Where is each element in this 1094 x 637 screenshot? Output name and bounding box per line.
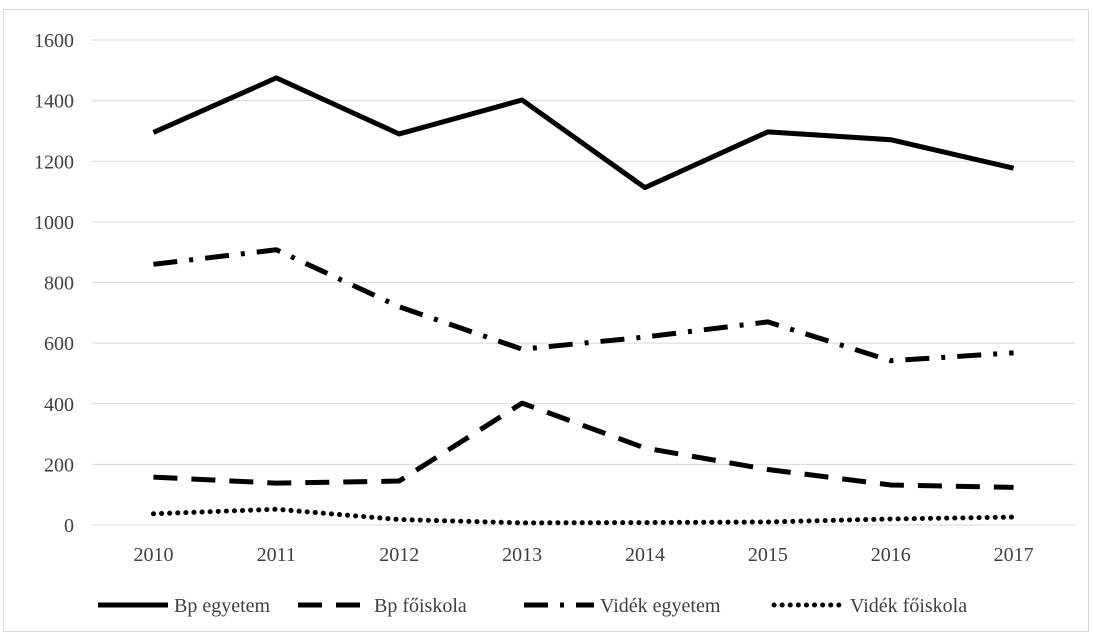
legend: Bp egyetem Bp főiskola Vidék egyetem Vidék … — [98, 595, 967, 617]
series-lines — [150, 75, 1017, 526]
x-axis-tick-labels: 2010 2011 2012 2013 2014 2015 2016 2017 — [133, 544, 1033, 566]
chart-frame — [3, 9, 1089, 632]
y-tick-label: 1400 — [34, 91, 74, 113]
y-tick-label: 1000 — [34, 212, 74, 234]
y-tick-label: 0 — [64, 515, 74, 537]
y-tick-label: 1200 — [34, 151, 74, 173]
x-tick-label: 2017 — [994, 544, 1034, 566]
x-tick-label: 2012 — [379, 544, 419, 566]
legend-label: Vidék főiskola — [850, 595, 967, 617]
series-line-0 — [152, 75, 1015, 191]
x-tick-label: 2010 — [133, 544, 173, 566]
series-line-3 — [150, 506, 1017, 526]
y-axis-tick-labels: 0 200 400 600 800 1000 1200 1400 1600 — [34, 30, 74, 537]
legend-label: Bp egyetem — [174, 595, 271, 617]
y-tick-label: 400 — [44, 394, 74, 416]
y-tick-label: 1600 — [34, 30, 74, 52]
legend-label: Bp főiskola — [374, 595, 467, 617]
y-tick-label: 600 — [44, 333, 74, 355]
y-tick-label: 800 — [44, 273, 74, 295]
x-tick-label: 2013 — [502, 544, 542, 566]
x-tick-label: 2014 — [625, 544, 665, 566]
legend-label: Vidék egyetem — [600, 595, 721, 617]
x-tick-label: 2015 — [748, 544, 788, 566]
y-tick-label: 200 — [44, 454, 74, 476]
series-line-2 — [153, 247, 1014, 364]
gridlines — [92, 39, 1075, 465]
x-tick-label: 2016 — [871, 544, 911, 566]
x-tick-label: 2011 — [257, 544, 296, 566]
series-line-1 — [153, 400, 1014, 490]
